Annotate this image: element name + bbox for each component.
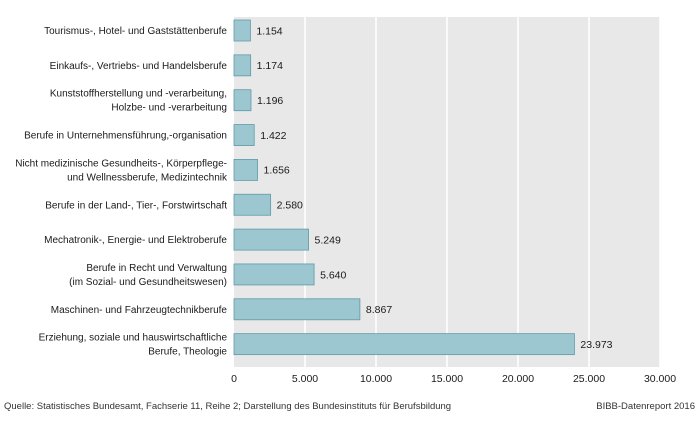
value-label: 1.196 [257,95,283,107]
x-axis-tick-labels: 0 5.000 10.000 15.000 20.000 25.000 30.000 [231,373,676,385]
category-label: Berufe in Unternehmensführung,-organisat… [24,131,227,142]
tick-label: 20.000 [502,373,534,385]
category-label: Tourismus-, Hotel- und Gaststättenberufe [44,26,227,37]
bar [233,228,309,251]
category-label: Holzbe- und -verarbeitung [111,103,227,114]
value-labels: 1.154 1.174 1.196 1.422 1.656 2.580 5.249 5.640… [256,25,612,351]
bar [233,158,258,181]
category-label: Berufe, Theologie [148,347,227,358]
source-note: Quelle: Statistisches Bundesamt, Fachser… [4,401,451,412]
value-label: 5.249 [315,234,341,246]
bar [233,54,252,77]
tick-label: 0 [231,373,237,385]
credit-note: BIBB-Datenreport 2016 [596,401,695,412]
category-label: und Wellnessberufe, Medizintechnik [67,172,228,183]
bar [233,333,575,356]
bar [233,89,252,112]
category-label: (im Sozial- und Gesundheitswesen) [69,277,227,288]
category-label: Kunststoffherstellung und -verarbeitung, [50,89,227,100]
category-label: Einkaufs-, Vertriebs- und Handelsberufe [50,61,228,72]
category-label: Berufe in Recht und Verwaltung [86,263,227,274]
category-label: Maschinen- und Fahrzeugtechnikberufe [51,305,228,316]
value-label: 23.973 [580,339,612,351]
value-label: 2.580 [277,200,303,212]
tick-label: 10.000 [360,373,392,385]
value-label: 5.640 [320,269,346,281]
value-label: 1.422 [260,130,286,142]
bar [233,298,361,321]
category-label: Erziehung, soziale und hauswirtschaftlic… [39,333,228,344]
value-label: 8.867 [366,304,392,316]
tick-label: 15.000 [431,373,463,385]
bar [233,124,255,146]
category-label: Mechatronik-, Energie- und Elektroberufe [44,235,227,246]
bar [233,19,251,42]
bar [233,263,315,286]
tick-label: 5.000 [292,373,318,385]
bars [233,19,575,356]
tick-label: 25.000 [573,373,605,385]
value-label: 1.656 [264,165,290,177]
bar [233,193,272,216]
category-labels: Tourismus-, Hotel- und Gaststättenberufe… [15,26,228,358]
grid-lines [304,17,661,367]
category-label: Berufe in der Land-, Tier-, Forstwirtsch… [45,200,227,211]
value-label: 1.174 [257,60,283,72]
tick-label: 30.000 [644,373,676,385]
category-label: Nicht medizinische Gesundheits-, Körperp… [15,158,227,169]
value-label: 1.154 [256,25,282,37]
